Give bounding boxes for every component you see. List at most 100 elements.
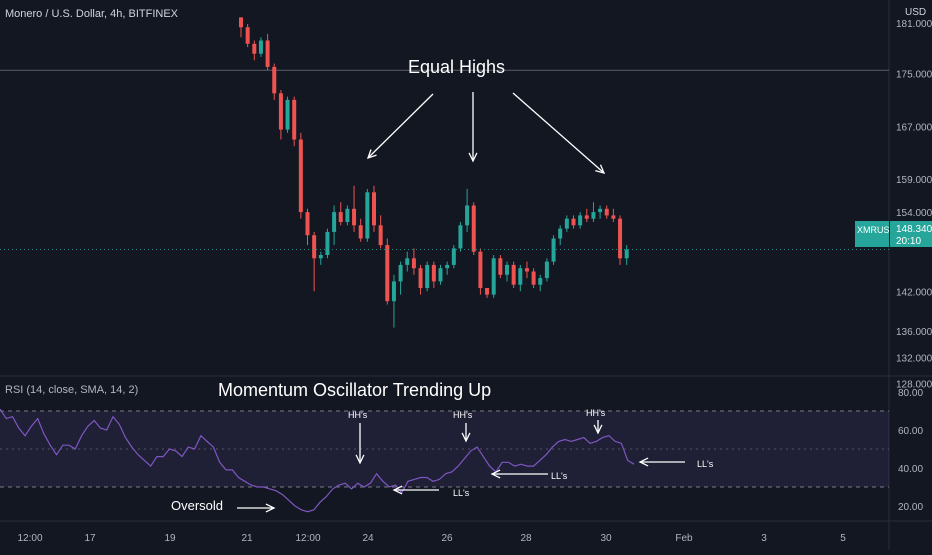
candle-body: [425, 264, 430, 288]
candle-body: [511, 264, 516, 285]
candle-body: [405, 258, 410, 265]
equal-highs-arrow-head: [468, 152, 478, 163]
candle-body: [372, 192, 376, 226]
price-axis-bg: [889, 0, 932, 550]
ll-arrow-head: [392, 485, 403, 495]
price-tick-label: 154.000: [896, 208, 932, 219]
hh-label: HH's: [453, 410, 473, 420]
last-price-tag-bg: [890, 221, 932, 247]
candle-body: [378, 225, 383, 246]
candle-body: [385, 245, 390, 302]
candle-body: [338, 212, 343, 222]
candle-body: [258, 40, 263, 54]
candle-body: [518, 268, 523, 285]
time-tick-label: 26: [441, 533, 453, 544]
candle-body: [418, 268, 423, 288]
time-tick-label: 30: [600, 533, 612, 544]
candle-body: [305, 212, 310, 236]
symbol-title: Monero / U.S. Dollar, 4h, BITFINEX: [5, 8, 179, 20]
candle-body: [265, 40, 270, 67]
rsi-tick-label: 60.00: [898, 426, 923, 437]
momentum-title: Momentum Oscillator Trending Up: [218, 380, 492, 400]
candle-body: [332, 212, 337, 232]
candle-body: [591, 212, 596, 219]
candle-body: [611, 215, 616, 219]
candle-body: [272, 66, 277, 94]
price-tick-label: 132.000: [896, 353, 932, 364]
candle-body: [524, 268, 529, 272]
price-tick-label: 175.000: [896, 70, 932, 81]
candle-body: [571, 218, 576, 226]
candle-body: [358, 225, 363, 239]
candle-body: [398, 264, 403, 282]
oversold-arrow-head: [265, 503, 276, 513]
candle-body: [365, 192, 370, 239]
candle-body: [531, 271, 536, 285]
time-tick-label: 19: [164, 533, 176, 544]
time-tick-label: 24: [362, 533, 374, 544]
candle-body: [318, 255, 323, 259]
candle-body: [352, 208, 357, 226]
candle-body: [551, 238, 556, 262]
time-tick-label: 3: [761, 533, 767, 544]
equal-highs-label: Equal Highs: [408, 57, 506, 77]
price-tick-label: 159.000: [896, 175, 932, 186]
candle-body: [458, 225, 463, 249]
candle-body: [298, 139, 303, 213]
hh-arrow-head: [593, 424, 603, 435]
countdown-label: 20:10: [896, 236, 921, 247]
candle-body: [624, 249, 629, 259]
ll-arrow-head: [638, 457, 649, 467]
candle-body: [245, 27, 250, 44]
ticker-tag-label: XMRUSD: [857, 225, 897, 235]
hh-label: HH's: [586, 408, 606, 418]
candle-body: [239, 17, 243, 28]
ticker-tag-bg: [855, 221, 889, 247]
hh-arrow-head: [461, 432, 471, 443]
candle-body: [498, 258, 503, 275]
candle-body: [445, 264, 450, 269]
time-tick-label: 5: [840, 533, 846, 544]
candle-body: [465, 205, 470, 226]
equal-highs-arrow-head: [595, 164, 606, 174]
price-tick-label: 181.000: [896, 19, 932, 30]
candle-body: [285, 99, 290, 130]
candle-body: [564, 218, 569, 229]
ll-label: LL's: [697, 459, 714, 469]
candle-body: [325, 231, 330, 255]
candle-body: [278, 93, 283, 130]
hh-label: HH's: [348, 410, 368, 420]
candle-body: [411, 258, 416, 269]
rsi-tick-label: 80.00: [898, 388, 923, 399]
ll-label: LL's: [453, 488, 470, 498]
candle-body: [584, 215, 589, 219]
price-tick-label: 142.000: [896, 287, 932, 298]
rsi-indicator-label: RSI (14, close, SMA, 14, 2): [5, 384, 139, 396]
equal-highs-arrow-head: [366, 149, 377, 160]
candle-body: [471, 205, 476, 252]
candle-body: [578, 215, 583, 226]
time-tick-label: 12:00: [17, 533, 42, 544]
candle-body: [451, 248, 456, 265]
currency-label: USD: [905, 7, 927, 18]
candle-body: [538, 278, 543, 285]
candle-body: [604, 208, 609, 216]
candle-body: [544, 261, 549, 279]
ll-label: LL's: [551, 471, 568, 481]
rsi-line: [0, 408, 635, 513]
candle-body: [505, 264, 509, 275]
oversold-label: Oversold: [171, 498, 224, 513]
candle-body: [312, 235, 317, 259]
last-price-label: 148.340: [896, 224, 932, 235]
candle-body: [618, 218, 623, 259]
rsi-tick-label: 20.00: [898, 502, 923, 513]
hh-arrow-head: [355, 454, 365, 465]
price-tick-label: 167.000: [896, 122, 932, 133]
candle-body: [345, 208, 350, 222]
candle-body: [485, 288, 490, 295]
candle-body: [391, 281, 396, 302]
candle-body: [598, 208, 603, 213]
candle-body: [491, 258, 496, 295]
